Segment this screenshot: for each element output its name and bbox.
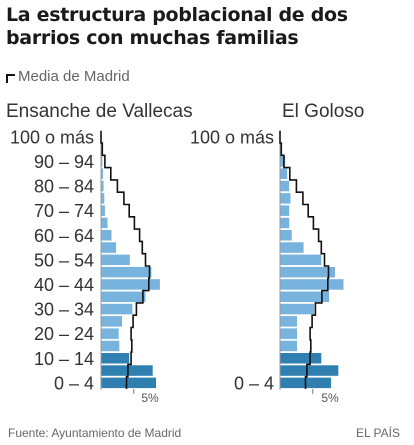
bar [101,242,117,253]
bar [101,217,108,229]
age-tick-label: 100 o más [10,127,94,147]
age-tick-label: 10 – 14 [34,349,94,369]
bar [280,168,288,179]
age-tick-label: 80 – 84 [34,177,94,197]
bar [280,303,315,315]
bar [280,340,297,352]
bar [101,168,103,179]
bar [101,193,105,204]
bar [101,377,156,389]
bar [280,328,297,339]
bar [280,242,304,253]
bar [280,353,322,364]
panel-ensanche-de-vallecas: Ensanche de Vallecas 0 – 4 10 – 14 20 – 24 3… [6,101,193,405]
bar [280,230,292,241]
age-tick-label: 40 – 44 [34,275,94,295]
source-note: Fuente: Ayuntamiento de Madrid [8,426,182,440]
bar [101,266,152,278]
bar [280,254,322,266]
madrid-average-line [279,130,330,389]
age-tick-label: 50 – 54 [34,250,94,270]
bar [280,205,290,216]
chart-title: La estructura poblacional de dos barrios… [6,4,348,49]
bar [101,279,160,290]
age-tick-label: 20 – 24 [34,324,94,344]
age-tick-label: 70 – 74 [34,201,94,221]
bar [101,180,104,192]
scale-label: 5% [141,391,159,405]
bar [280,217,290,229]
bar [101,365,153,376]
bar [101,328,119,339]
bar [101,340,120,352]
age-tick-label: 60 – 64 [34,226,94,246]
age-tick-label: 90 – 94 [34,152,94,172]
panel-title: El Goloso [282,101,364,122]
age-tick-label: 30 – 34 [34,300,94,320]
legend: Media de Madrid [6,66,130,86]
bar [101,316,122,327]
bar [101,303,133,315]
bar [101,254,130,266]
bar [280,180,290,192]
bar [280,316,297,327]
bar [280,279,344,290]
bar [280,193,291,204]
scale-label: 5% [321,391,339,405]
madrid-average-line [100,130,151,389]
panel-el-goloso: El Goloso 0 – 4 100 o más 5% [190,101,364,405]
bar [101,291,146,302]
age-tick-label: 0 – 4 [234,373,274,393]
publisher-label: EL PAÍS [355,426,400,440]
age-tick-label: 100 o más [190,127,274,147]
bar [101,353,130,364]
bar [280,291,330,302]
panel-title: Ensanche de Vallecas [6,101,193,122]
legend-label: Media de Madrid [18,67,130,85]
bar [280,156,286,167]
bar [101,230,112,241]
bar [280,365,339,376]
bar [101,205,105,216]
age-tick-label: 0 – 4 [54,373,94,393]
average-line-legend-icon [6,73,15,83]
bar [101,156,103,167]
bar [280,266,335,278]
